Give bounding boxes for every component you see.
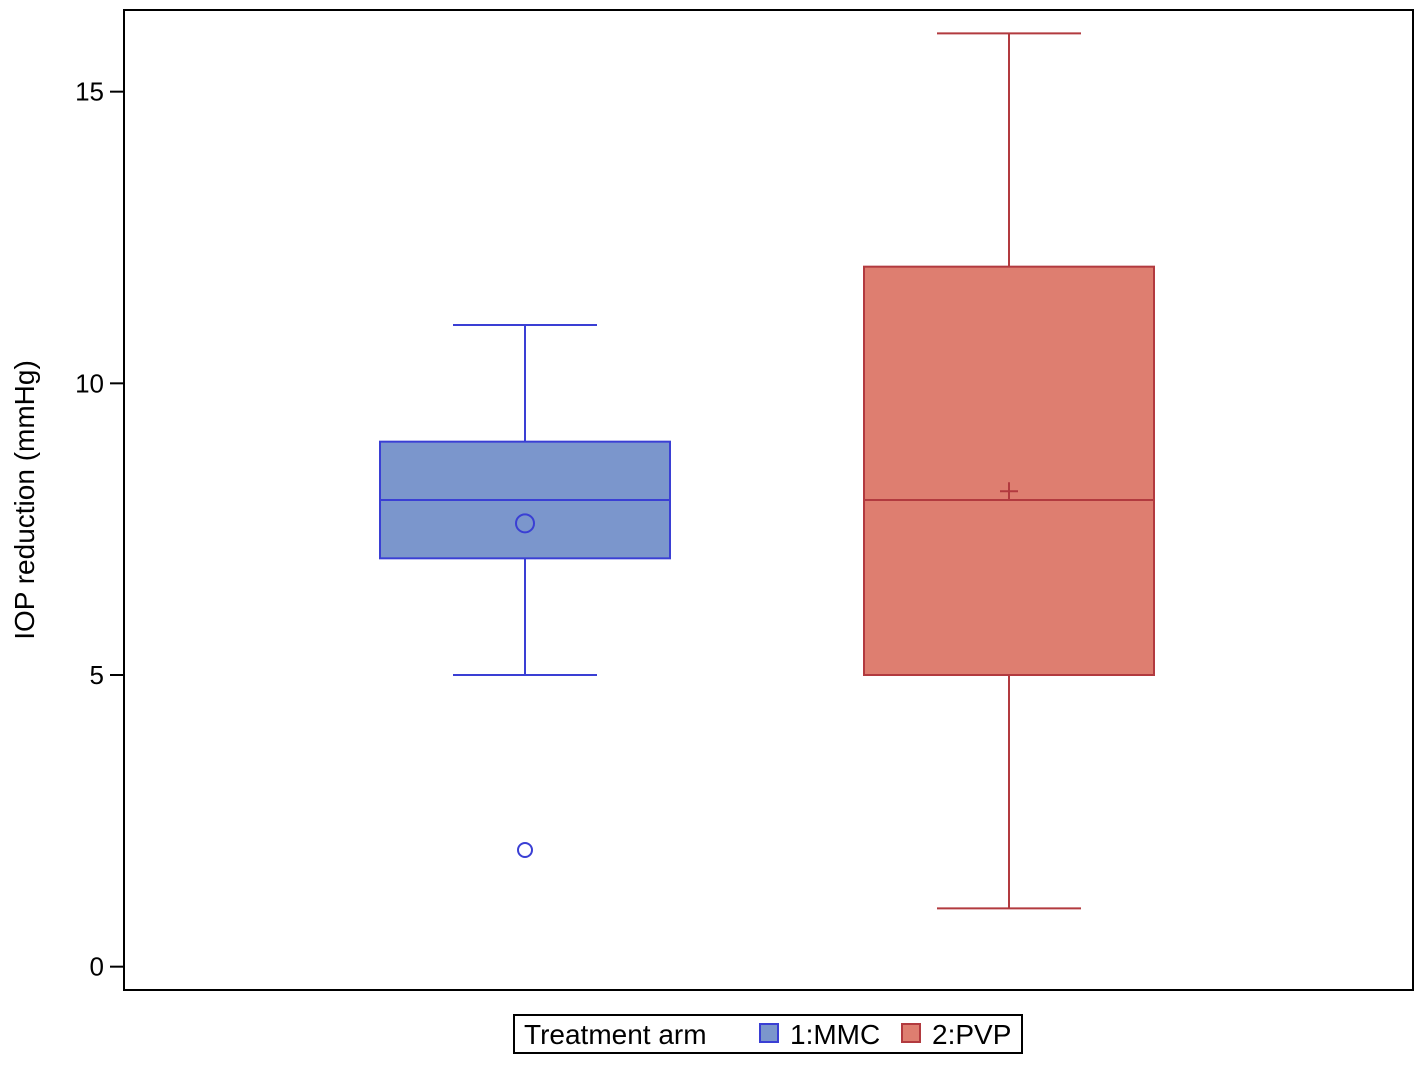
y-axis-label: IOP reduction (mmHg) xyxy=(9,360,40,640)
legend-label-mmc: 1:MMC xyxy=(790,1019,880,1050)
box-pvp xyxy=(863,32,1155,910)
legend-label-pvp: 2:PVP xyxy=(932,1019,1011,1050)
box-iqr xyxy=(863,265,1155,676)
y-tick-label: 15 xyxy=(75,77,104,107)
legend-swatch-pvp xyxy=(901,1023,921,1043)
outlier-point xyxy=(517,842,533,858)
legend-title: Treatment arm xyxy=(524,1019,707,1050)
legend-swatch-mmc xyxy=(759,1023,779,1043)
y-axis: 0 5 10 15 xyxy=(75,77,124,982)
mean-marker xyxy=(515,513,535,534)
y-tick-label: 10 xyxy=(75,368,104,398)
y-tick-label: 5 xyxy=(90,660,104,690)
box-series xyxy=(379,32,1155,910)
plot-frame xyxy=(123,9,1414,991)
legend: Treatment arm 1:MMC 2:PVP xyxy=(513,1014,1023,1054)
box-mmc xyxy=(379,324,671,858)
y-tick-label: 0 xyxy=(90,952,104,982)
